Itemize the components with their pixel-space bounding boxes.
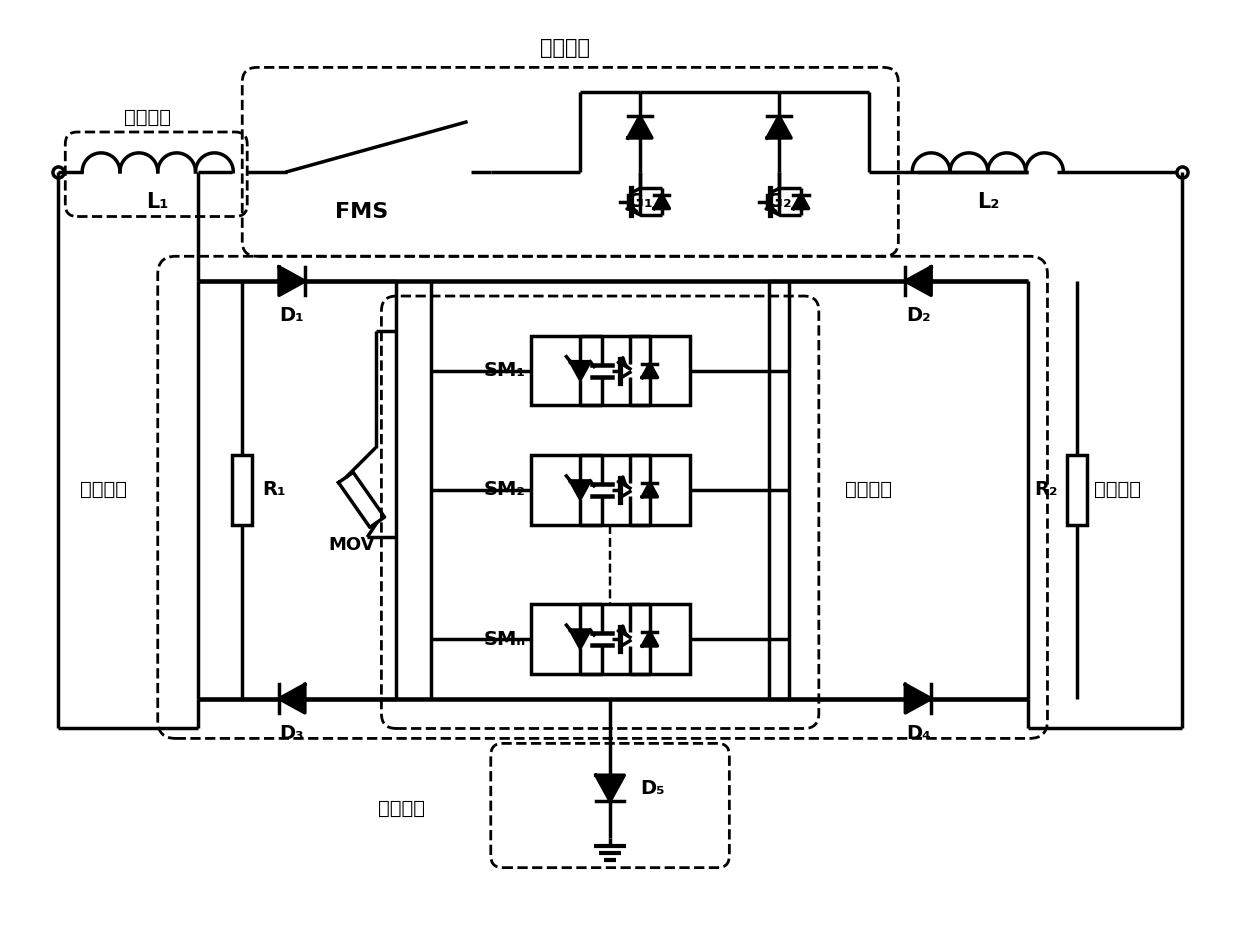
Text: 续流电路: 续流电路	[378, 799, 425, 818]
Bar	[531, 455, 689, 524]
Polygon shape	[653, 194, 670, 208]
Polygon shape	[642, 483, 657, 497]
Polygon shape	[279, 685, 305, 713]
Text: D₃: D₃	[280, 724, 304, 743]
Bar	[531, 604, 689, 674]
Text: 换流电路: 换流电路	[79, 480, 126, 500]
Text: 断流电路: 断流电路	[844, 480, 892, 500]
Text: FMS: FMS	[335, 202, 388, 222]
Text: SMₙ: SMₙ	[484, 630, 526, 649]
Polygon shape	[905, 267, 931, 295]
Polygon shape	[279, 267, 305, 295]
Text: R₂: R₂	[1034, 480, 1058, 500]
Polygon shape	[794, 194, 808, 208]
Text: 阻尼电阵: 阻尼电阵	[1094, 480, 1141, 500]
Text: G₂: G₂	[766, 192, 791, 211]
Polygon shape	[570, 481, 590, 499]
Polygon shape	[570, 362, 590, 379]
Text: D₁: D₁	[279, 306, 304, 325]
Polygon shape	[596, 775, 624, 801]
Polygon shape	[642, 632, 657, 646]
Text: L₂: L₂	[977, 191, 999, 211]
Text: SM₁: SM₁	[484, 361, 526, 380]
Polygon shape	[642, 364, 657, 377]
Text: D₄: D₄	[906, 724, 930, 743]
Bar	[531, 336, 689, 405]
Text: D₂: D₂	[906, 306, 930, 325]
Text: G₁: G₁	[627, 192, 652, 211]
Polygon shape	[768, 116, 791, 138]
Polygon shape	[627, 116, 652, 138]
Bar	[232, 455, 252, 524]
Text: SM₂: SM₂	[484, 480, 526, 500]
Polygon shape	[570, 630, 590, 648]
Polygon shape	[905, 685, 931, 713]
Bar	[1068, 455, 1087, 524]
Text: L₁: L₁	[146, 191, 169, 211]
Text: MOV: MOV	[329, 536, 374, 554]
Text: R₁: R₁	[262, 480, 285, 500]
Text: 限流电路: 限流电路	[124, 108, 171, 126]
Text: D₅: D₅	[640, 779, 665, 798]
Text: 载流电路: 载流电路	[541, 38, 590, 58]
